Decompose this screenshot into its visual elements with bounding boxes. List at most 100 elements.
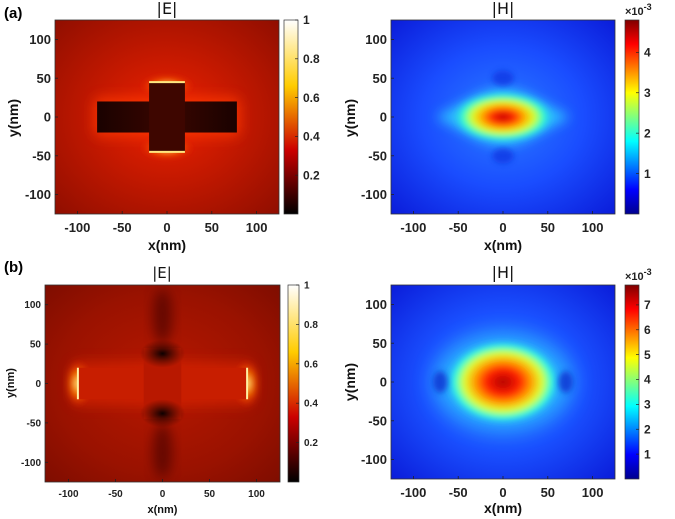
colorbar <box>624 284 640 480</box>
x-tick-label: 100 <box>246 220 268 235</box>
colorbar-tick-label: 2 <box>644 126 651 140</box>
x-tick-label: -100 <box>400 485 426 500</box>
y-axis-label: y(nm) <box>5 368 17 398</box>
x-tick-label: -50 <box>113 220 132 235</box>
x-tick-label: 100 <box>582 485 604 500</box>
field-core <box>443 338 563 426</box>
colorbar-tick-label: 0.6 <box>304 359 318 370</box>
dark-spot-top <box>139 339 186 368</box>
colorbar-tick-label: 4 <box>644 373 651 387</box>
x-tick-label: 50 <box>204 489 216 500</box>
field-core <box>451 90 555 144</box>
colorbar-tick-label: 1 <box>644 167 651 181</box>
colorbar-tick-label: 1 <box>303 13 310 27</box>
y-tick-label: -100 <box>21 458 41 469</box>
y-axis-label: y(nm) <box>342 99 358 137</box>
x-tick-label: -50 <box>449 485 468 500</box>
dark-streak-top <box>153 288 172 345</box>
dark-streak-bottom <box>153 422 172 479</box>
heatmap-panel-1: -100 -50 0 50 100 -100 -50 0 50 100 x(nm) y(nm) |H| 1… <box>342 0 652 253</box>
colorbar-tick-label: 0.2 <box>304 438 318 449</box>
field-minimum-right <box>558 371 573 393</box>
x-axis-label: x(nm) <box>148 504 178 516</box>
x-tick-label: -100 <box>64 220 90 235</box>
x-tick-label: 0 <box>499 220 506 235</box>
panel-label: (a) <box>4 5 22 22</box>
cross-vertical-arm <box>149 82 185 152</box>
colorbar-tick-label: 0.6 <box>303 91 320 105</box>
heatmap-field <box>391 285 615 479</box>
y-tick-label: 0 <box>380 110 387 125</box>
panel-title: |E| <box>157 0 178 18</box>
y-tick-label: 50 <box>30 340 42 351</box>
colorbar <box>287 284 300 483</box>
x-tick-label: 0 <box>499 485 506 500</box>
y-tick-label: 100 <box>365 32 387 47</box>
x-tick-label: 50 <box>541 220 555 235</box>
field-minimum-left <box>433 371 448 393</box>
colorbar-tick-label: 5 <box>644 348 651 362</box>
x-tick-label: -100 <box>58 489 78 500</box>
panel-title: |H| <box>492 0 515 18</box>
colorbar-tick-label: 1 <box>644 447 651 461</box>
x-tick-label: -50 <box>449 220 468 235</box>
x-tick-label: -100 <box>400 220 426 235</box>
panel-title: |E| <box>152 264 172 282</box>
y-tick-label: 100 <box>24 300 41 311</box>
colorbar-tick-label: 1 <box>304 281 310 292</box>
colorbar <box>624 19 640 215</box>
x-tick-label: 50 <box>541 485 555 500</box>
x-tick-label: 100 <box>582 220 604 235</box>
colorbar-tick-label: 0.4 <box>303 130 320 144</box>
colorbar-tick-label: 6 <box>644 323 651 337</box>
y-tick-label: 100 <box>365 297 387 312</box>
colorbar-tick-label: 0.2 <box>303 168 320 182</box>
y-tick-label: 0 <box>44 110 51 125</box>
heatmap-panel-2: -100 -50 0 50 100 -100 -50 0 50 100 x(nm) y(nm) |E| (… <box>4 259 318 516</box>
y-tick-label: 50 <box>37 71 51 86</box>
panel-label: (b) <box>4 259 23 276</box>
field-minimum-top <box>492 70 514 86</box>
colorbar-tick-label: 3 <box>644 398 651 412</box>
colorbar-tick-label: 0.4 <box>304 399 318 410</box>
heatmap-panel-0: -100 -50 0 50 100 -100 -50 0 50 100 x(nm) y(nm) |E| (… <box>4 0 320 253</box>
y-tick-label: 0 <box>35 379 41 390</box>
y-tick-label: -100 <box>361 187 387 202</box>
colorbar <box>283 19 299 215</box>
colorbar-exponent: ×10-3 <box>625 2 652 18</box>
heatmap-field <box>391 20 615 214</box>
x-axis-label: x(nm) <box>484 500 522 516</box>
colorbar-tick-label: 0.8 <box>303 52 320 66</box>
y-tick-label: -100 <box>25 187 51 202</box>
dark-spot-bottom <box>139 399 186 428</box>
y-tick-label: 0 <box>380 375 387 390</box>
x-tick-label: 0 <box>163 220 170 235</box>
field-minimum-bottom <box>492 148 514 164</box>
heatmap-panel-3: -100 -50 0 50 100 -100 -50 0 50 100 x(nm) y(nm) |H| 1… <box>342 263 652 516</box>
colorbar-tick-label: 0.8 <box>304 320 318 331</box>
x-tick-label: -50 <box>108 489 123 500</box>
colorbar-tick-label: 2 <box>644 422 651 436</box>
heatmap-field <box>45 285 280 482</box>
colorbar-tick-label: 7 <box>644 298 651 312</box>
y-tick-label: -100 <box>361 452 387 467</box>
x-tick-label: 100 <box>248 489 265 500</box>
y-tick-label: -50 <box>368 148 387 163</box>
y-tick-label: 100 <box>29 32 51 47</box>
y-tick-label: 50 <box>373 336 387 351</box>
x-tick-label: 0 <box>160 489 166 500</box>
colorbar-tick-label: 4 <box>644 46 651 60</box>
x-axis-label: x(nm) <box>148 237 186 253</box>
heatmap-field <box>55 20 279 214</box>
colorbar-exponent: ×10-3 <box>625 267 652 283</box>
x-axis-label: x(nm) <box>484 237 522 253</box>
panel-title: |H| <box>492 263 515 282</box>
y-tick-label: -50 <box>27 418 42 429</box>
y-tick-label: 50 <box>373 71 387 86</box>
y-tick-label: -50 <box>32 148 51 163</box>
y-axis-label: y(nm) <box>5 99 21 137</box>
y-axis-label: y(nm) <box>342 363 358 401</box>
x-tick-label: 50 <box>205 220 219 235</box>
colorbar-tick-label: 3 <box>644 86 651 100</box>
